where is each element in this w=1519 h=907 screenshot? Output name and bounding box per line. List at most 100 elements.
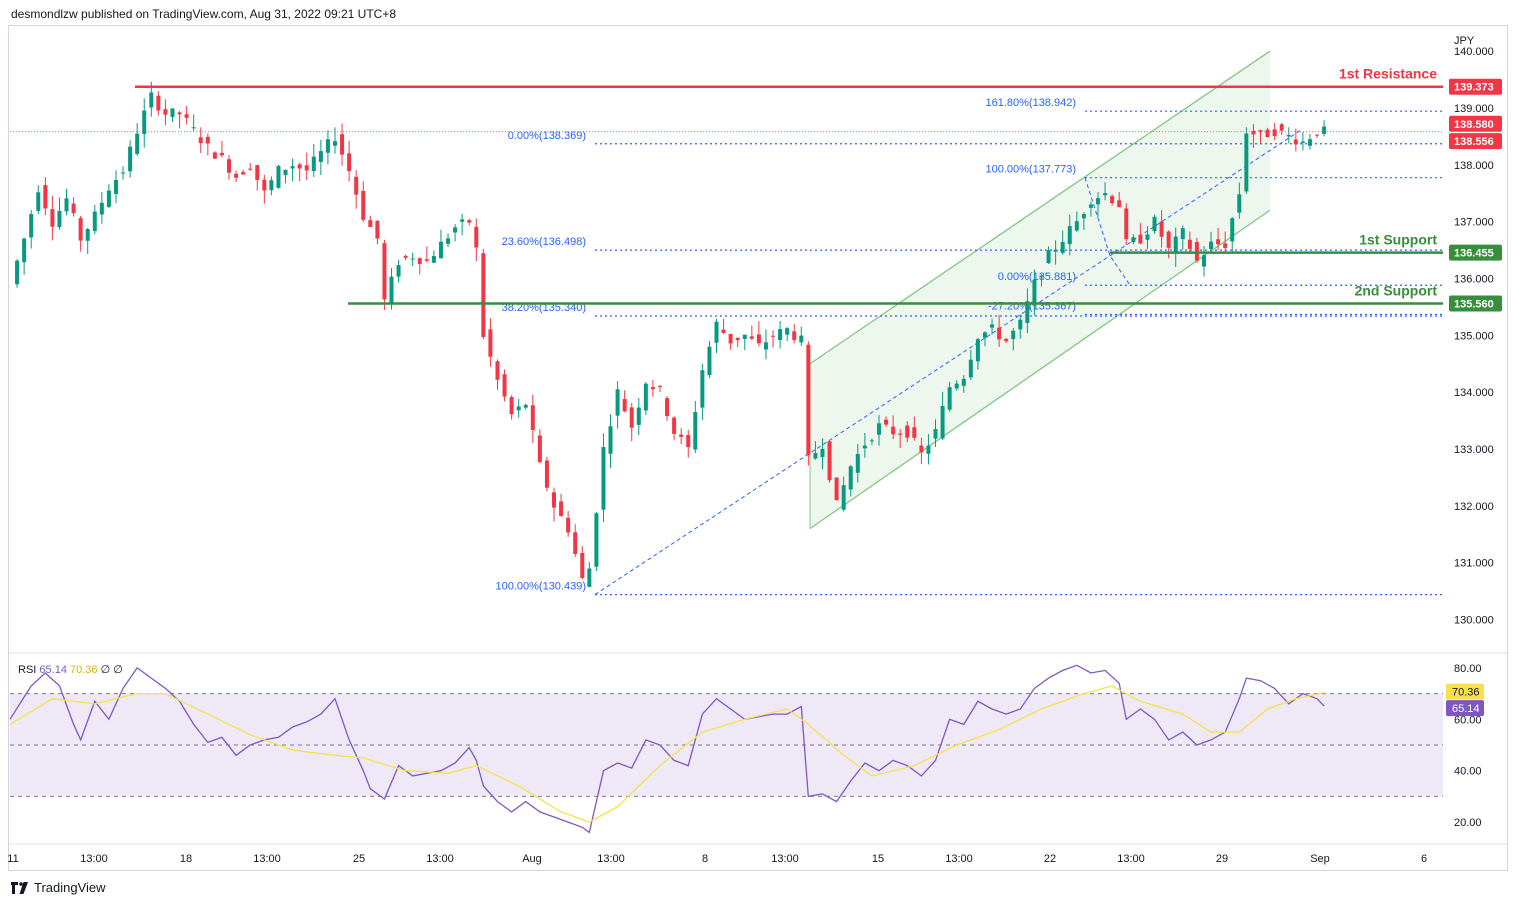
candle-body: [1088, 204, 1093, 208]
candle-body: [601, 447, 606, 510]
y-tick-label: 140.000: [1454, 46, 1494, 58]
rsi-legend-part: ∅: [101, 664, 114, 676]
candle-body: [198, 137, 203, 144]
channel-upper-line: [809, 50, 1271, 365]
candle-body: [1251, 130, 1256, 135]
candle-body: [50, 209, 55, 227]
candle-body: [311, 156, 316, 172]
x-tick-label: Sep: [1310, 853, 1330, 865]
footer[interactable]: TradingView: [11, 880, 106, 895]
candle-body: [771, 335, 776, 337]
x-tick-label: 13:00: [80, 853, 108, 865]
candle-body: [954, 383, 959, 389]
candle-body: [396, 265, 401, 277]
candle-body: [834, 477, 839, 501]
rsi-legend-part: RSI: [18, 664, 39, 676]
rsi-legend: RSI 65.14 70.36 ∅ ∅: [18, 664, 123, 676]
candle-body: [15, 260, 20, 285]
candle-body: [700, 370, 705, 408]
y-tick-label: 131.000: [1454, 558, 1494, 570]
y-tick-label: 138.000: [1454, 160, 1494, 172]
candle-body: [340, 134, 345, 155]
level-label: 1st Support: [1359, 232, 1437, 248]
candle-body: [368, 220, 373, 227]
fib-level-label: 161.80%(138.942): [985, 97, 1076, 109]
x-tick-label: 29: [1216, 853, 1228, 865]
candle-body: [707, 346, 712, 376]
y-tick-label: 139.000: [1454, 103, 1494, 115]
candle-body: [1322, 126, 1327, 134]
candle-body: [446, 238, 451, 244]
candle-body: [608, 426, 613, 454]
candle-body: [304, 165, 309, 171]
candle-body: [580, 552, 585, 578]
candle-body: [431, 256, 436, 263]
candle-body: [375, 220, 380, 239]
candle-body: [672, 417, 677, 434]
candle-body: [453, 227, 458, 233]
candle-body: [827, 441, 832, 481]
candle-body: [721, 329, 726, 334]
price-badge: [1449, 115, 1502, 132]
candle-body: [474, 226, 479, 248]
candle-body: [121, 172, 126, 174]
candle-body: [212, 152, 217, 159]
candle-body: [982, 332, 987, 338]
candle-body: [163, 109, 168, 115]
candle-body: [1216, 239, 1221, 245]
rsi-ma-line: [9, 685, 1325, 823]
currency-label: JPY: [1454, 35, 1475, 47]
candle-body: [99, 202, 104, 215]
x-tick-label: 6: [1421, 853, 1427, 865]
rsi-y-tick: 40.00: [1454, 766, 1482, 778]
candle-body: [347, 153, 352, 172]
candle-body: [1201, 255, 1206, 267]
candle-body: [1187, 239, 1192, 249]
candle-body: [629, 407, 634, 428]
candle-body: [142, 110, 147, 134]
candle-body: [1067, 226, 1072, 245]
rsi-value-badge: [1446, 700, 1484, 717]
fib-level-label: 100.00%(137.773): [985, 164, 1076, 176]
candle-body: [1237, 194, 1242, 213]
candle-body: [113, 179, 118, 194]
candle-body: [1272, 129, 1277, 137]
candle-body: [481, 253, 486, 337]
candle-body: [283, 169, 288, 175]
candle-body: [876, 423, 881, 435]
candle-body: [940, 405, 945, 439]
candle-body: [1180, 228, 1185, 239]
candle-body: [679, 434, 684, 437]
candle-body: [255, 165, 260, 180]
candle-body: [332, 141, 337, 146]
candle-body: [1244, 133, 1249, 192]
candle-body: [488, 329, 493, 357]
candle-body: [1018, 319, 1023, 330]
candle-body: [933, 429, 938, 439]
candle-body: [1166, 231, 1171, 248]
candle-body: [1138, 234, 1143, 244]
candle-body: [1209, 241, 1214, 250]
x-tick-label: 25: [353, 853, 365, 865]
candle-body: [693, 412, 698, 450]
candle-body: [1300, 141, 1305, 143]
candle-body: [968, 359, 973, 378]
candle-body: [785, 328, 790, 335]
candle-body: [241, 172, 246, 175]
candle-body: [1053, 249, 1058, 252]
candle-body: [1279, 124, 1284, 131]
candle-body: [276, 166, 281, 188]
rsi-value-badge: [1446, 683, 1484, 700]
candle-body: [78, 218, 83, 241]
rsi-y-tick: 80.00: [1454, 663, 1482, 675]
candle-body: [128, 146, 133, 172]
y-tick-label: 132.000: [1454, 501, 1494, 513]
y-tick-label: 136.000: [1454, 273, 1494, 285]
candle-body: [262, 179, 267, 191]
fib-level-label: 0.00%(138.369): [508, 130, 586, 142]
candle-body: [438, 241, 443, 259]
candle-body: [1110, 196, 1115, 204]
candle-body: [354, 176, 359, 195]
candle-body: [71, 203, 76, 214]
